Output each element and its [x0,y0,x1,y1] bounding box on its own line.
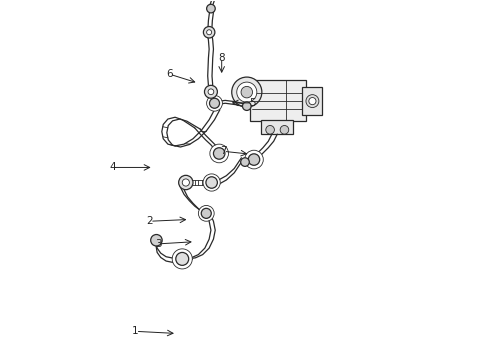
Circle shape [172,249,192,269]
FancyBboxPatch shape [261,120,294,134]
Circle shape [232,77,262,107]
Circle shape [214,148,225,159]
Circle shape [179,175,193,190]
Circle shape [241,158,249,166]
Text: 5: 5 [249,98,255,108]
Text: 8: 8 [219,53,225,63]
Text: 6: 6 [167,69,173,79]
Circle shape [208,89,214,95]
Circle shape [245,150,263,169]
Circle shape [198,206,214,221]
Circle shape [151,234,162,246]
Circle shape [241,86,252,98]
FancyBboxPatch shape [302,87,322,116]
Text: 3: 3 [156,239,162,249]
Circle shape [206,177,218,188]
Circle shape [266,126,274,134]
Text: 7: 7 [220,146,227,156]
Circle shape [207,30,212,35]
Text: 2: 2 [147,216,153,226]
Circle shape [210,144,228,163]
Circle shape [237,82,257,102]
Circle shape [248,154,260,165]
Circle shape [201,208,211,219]
Circle shape [203,27,215,38]
Circle shape [306,95,319,108]
Circle shape [207,95,222,111]
Circle shape [176,252,189,265]
Text: 4: 4 [109,162,116,172]
Circle shape [243,102,251,111]
Circle shape [280,126,289,134]
Circle shape [182,179,190,186]
Circle shape [203,174,220,191]
Circle shape [309,98,316,105]
Circle shape [207,4,215,13]
Circle shape [204,85,218,98]
Circle shape [210,98,220,108]
Text: 1: 1 [132,326,139,336]
FancyBboxPatch shape [250,80,306,121]
